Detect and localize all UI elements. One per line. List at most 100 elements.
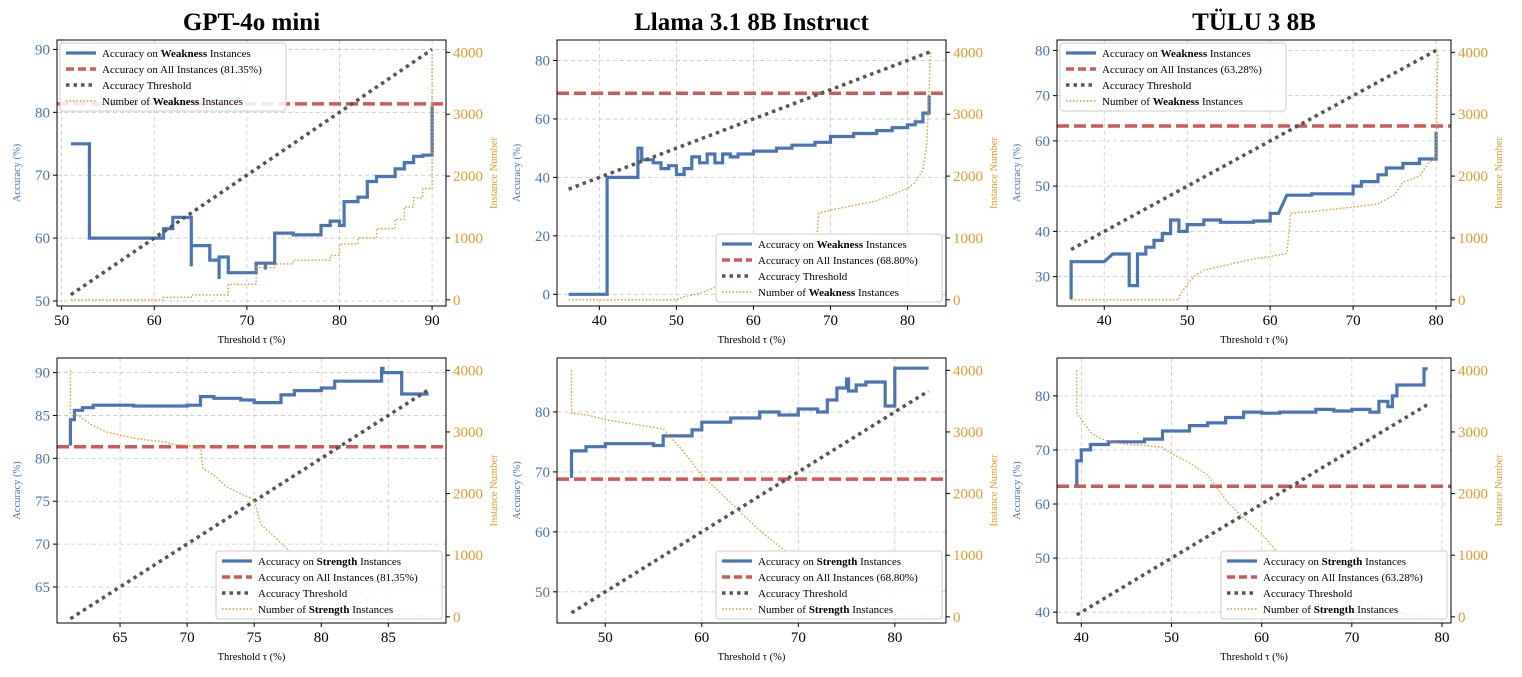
accuracy-line [1069,131,1438,300]
y2-axis-label: Instance Number [1494,454,1505,527]
x-axis-label: Threshold τ (%) [718,652,786,663]
y2-tick-label: 3000 [953,107,983,123]
y-axis-label: Accuracy (%) [1012,461,1023,520]
legend-label: Accuracy on Weakness Instances [1102,48,1251,60]
legend-label: Accuracy on All Instances (68.80%) [758,572,918,584]
y-tick-label: 80 [1035,43,1050,59]
legend-label: Accuracy on All Instances (81.35%) [258,572,418,584]
x-tick-label: 80 [1429,313,1444,329]
accuracy-line [68,366,429,446]
y2-tick-label: 3000 [453,107,483,123]
y2-axis-label: Instance Number [1494,136,1505,209]
legend-label: Number of Strength Instances [1263,604,1398,616]
y-tick-label: 80 [535,53,550,69]
x-tick-label: 70 [239,313,254,329]
y-tick-label: 0 [543,287,551,303]
chart-panel-6: 40 50 60 70 80 40 50 60 70 80 0 1000 2000 3000 4000 Thr… [1012,357,1505,663]
x-tick-label: 60 [694,630,709,646]
y-tick-label: 90 [35,42,50,58]
accuracy-line [568,95,931,296]
accuracy-threshold-line [570,389,930,615]
y2-tick-label: 4000 [453,45,483,61]
chart-panel-4: 65 70 75 80 85 65 70 75 80 85 90 0 1000 2000 3000 4000 T… [12,357,500,663]
y2-axis-label: Instance Number [989,454,1000,527]
x-tick-label: 60 [746,313,761,329]
y-tick-label: 40 [1035,224,1050,240]
x-tick-label: 90 [425,313,440,329]
chart-title: GPT-4o mini [183,9,320,36]
y-tick-label: 50 [1035,551,1050,567]
legend-label: Number of Weakness Instances [758,287,899,299]
y2-tick-label: 0 [453,610,461,626]
x-tick-label: 50 [598,630,613,646]
y-tick-label: 60 [1035,497,1050,513]
x-tick-label: 40 [592,313,607,329]
x-tick-label: 65 [113,630,128,646]
y2-tick-label: 2000 [453,169,483,185]
x-tick-label: 85 [381,630,396,646]
plot-frame [556,39,947,307]
y2-tick-label: 4000 [953,363,983,379]
accuracy-line [70,106,434,279]
x-tick-label: 70 [791,630,806,646]
y-tick-label: 50 [1035,179,1050,195]
y-tick-label: 50 [35,294,50,310]
legend-label: Accuracy on Strength Instances [258,556,401,568]
y-tick-label: 70 [1035,89,1050,105]
y-tick-label: 80 [35,451,50,467]
legend-label: Accuracy on Weakness Instances [758,239,907,251]
x-axis-label: Threshold τ (%) [1220,652,1288,663]
y2-tick-label: 0 [953,610,961,626]
x-tick-label: 75 [247,630,262,646]
x-tick-label: 80 [1434,630,1449,646]
x-axis-label: Threshold τ (%) [218,652,286,663]
accuracy-line [1075,367,1428,486]
y-tick-label: 90 [35,366,50,382]
x-tick-label: 50 [1164,630,1179,646]
y2-axis-label: Instance Number [489,136,500,209]
legend-label: Accuracy Threshold [758,271,848,283]
x-tick-label: 70 [1344,630,1359,646]
legend: Accuracy on Weakness Instances Accuracy o… [715,233,943,303]
y2-tick-label: 2000 [953,169,983,185]
legend-label: Number of Weakness Instances [102,96,243,108]
y-tick-label: 80 [535,405,550,421]
x-tick-label: 40 [1097,313,1112,329]
legend-box [1220,550,1448,620]
y2-tick-label: 4000 [1458,363,1488,379]
x-tick-label: 80 [900,313,915,329]
y-tick-label: 30 [1035,270,1050,286]
legend-label: Number of Strength Instances [758,604,893,616]
x-tick-label: 50 [669,313,684,329]
legend-label: Accuracy on Strength Instances [1263,556,1406,568]
plot-frame [56,357,447,624]
legend: Accuracy on Strength Instances Accuracy o… [1220,550,1448,620]
y2-tick-label: 1000 [1458,231,1488,247]
legend-label: Accuracy Threshold [102,80,192,92]
legend-label: Accuracy on Weakness Instances [102,48,251,60]
legend-label: Number of Strength Instances [258,604,393,616]
legend-box [59,42,287,112]
plot-frame [1056,39,1452,307]
x-tick-label: 70 [180,630,195,646]
y-axis-label: Accuracy (%) [512,461,523,520]
chart-title: TÜLU 3 8B [1192,9,1316,36]
y-axis-label: Accuracy (%) [512,143,523,202]
y-tick-label: 85 [35,408,50,424]
accuracy-threshold-line [1070,48,1437,252]
y-tick-label: 75 [35,494,50,510]
legend-label: Accuracy Threshold [758,588,848,600]
y2-tick-label: 1000 [1458,548,1488,564]
plot-frame [1056,357,1452,624]
y-tick-label: 80 [1035,389,1050,405]
y2-tick-label: 0 [1458,293,1466,309]
y2-tick-label: 0 [453,293,461,309]
y-tick-label: 70 [1035,443,1050,459]
y2-tick-label: 3000 [1458,107,1488,123]
x-tick-label: 50 [54,313,69,329]
x-tick-label: 60 [1263,313,1278,329]
y2-tick-label: 1000 [953,231,983,247]
chart-panel-5: 50 60 70 80 50 60 70 80 0 1000 2000 3000 4000 Thresho… [512,357,1000,663]
accuracy-threshold-line [567,50,932,191]
